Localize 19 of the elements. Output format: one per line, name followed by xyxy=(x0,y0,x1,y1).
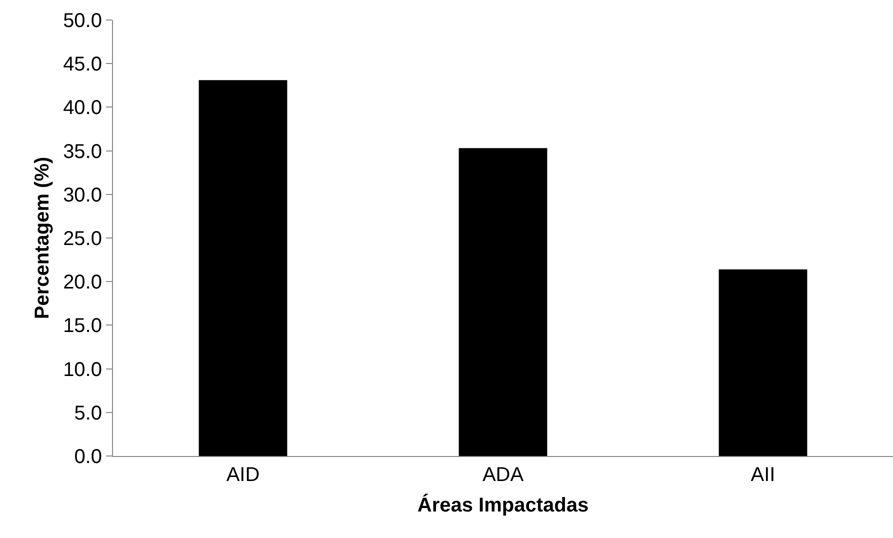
x-axis-title: Áreas Impactadas xyxy=(417,494,589,516)
y-tick-label: 30.0 xyxy=(63,184,102,206)
y-tick-label: 10.0 xyxy=(63,358,102,381)
y-tick-label: 40.0 xyxy=(63,97,102,120)
x-tick-label: AID xyxy=(226,464,260,486)
y-tick-label: 50.0 xyxy=(63,10,102,32)
y-tick-label: 0.0 xyxy=(74,446,102,468)
bar xyxy=(718,269,808,456)
x-tick-label: AII xyxy=(750,464,776,486)
bar xyxy=(198,80,288,456)
y-tick-label: 20.0 xyxy=(63,272,102,294)
y-axis-title: Percentagem (%) xyxy=(32,156,54,320)
y-tick-label: 5.0 xyxy=(74,402,102,424)
y-tick-label: 15.0 xyxy=(63,315,102,338)
y-tick-label: 35.0 xyxy=(63,140,102,163)
y-tick-label: 25.0 xyxy=(63,228,102,250)
bar xyxy=(458,148,548,456)
x-tick-label: ADA xyxy=(482,464,524,486)
y-tick-label: 45.0 xyxy=(63,54,102,76)
